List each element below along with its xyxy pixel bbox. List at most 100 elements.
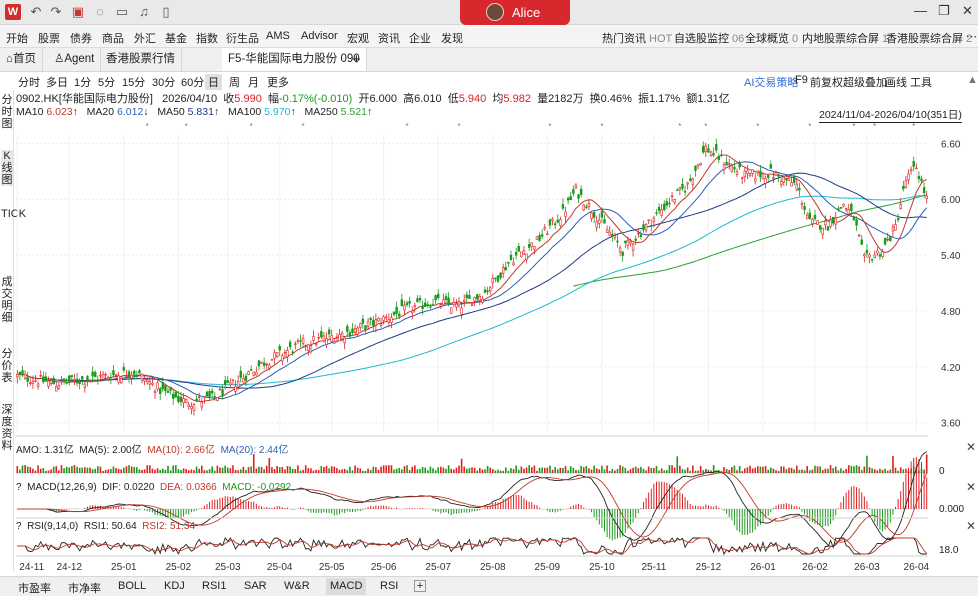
- menu-item[interactable]: 宏观: [347, 33, 369, 45]
- menu-item[interactable]: 企业: [409, 33, 431, 45]
- ind-tab-rsi1[interactable]: RSI1: [202, 580, 227, 592]
- ma20-value: 6.012: [117, 106, 144, 118]
- menu-item[interactable]: 基金: [165, 33, 187, 45]
- candle-body: [473, 297, 476, 302]
- sidebar-price-table[interactable]: 分价表: [1, 348, 13, 384]
- period-week[interactable]: 周: [229, 77, 240, 89]
- volume-bar: [304, 465, 307, 473]
- ind-tab-pe[interactable]: 市盈率: [18, 583, 51, 595]
- forward-icon[interactable]: ↷: [50, 4, 62, 19]
- menu-cn-screen[interactable]: 内地股票综合屏 1: [802, 30, 888, 46]
- candle-body: [203, 396, 206, 398]
- tab-hk-quotes[interactable]: 香港股票行情: [100, 48, 182, 71]
- ma100-line: [17, 194, 927, 386]
- period-5m[interactable]: 5分: [98, 77, 116, 89]
- candle-body: [631, 243, 635, 251]
- more-icon[interactable]: ⋯: [966, 31, 977, 43]
- volume-bar: [375, 467, 377, 473]
- amo-ma20: MA(20): 2.44亿: [220, 445, 289, 456]
- period-more[interactable]: 更多: [267, 77, 289, 89]
- bell-icon[interactable]: ♫: [139, 4, 149, 19]
- menu-item[interactable]: 股票: [38, 33, 60, 45]
- candle-body: [650, 225, 653, 227]
- volume-bar: [120, 469, 123, 473]
- candle-body: [122, 367, 126, 371]
- volume-bar: [585, 465, 588, 473]
- menu-item[interactable]: AMS: [266, 30, 290, 42]
- tab-home[interactable]: ⌂首页: [0, 48, 43, 71]
- help-icon[interactable]: ?: [16, 521, 22, 532]
- period-1m[interactable]: 1分: [74, 77, 92, 89]
- candle-body: [730, 165, 734, 172]
- sidebar-trades[interactable]: 成交明细: [1, 276, 13, 324]
- menu-global[interactable]: 全球概览 0: [745, 30, 798, 46]
- tab-agent[interactable]: ♙Agent: [48, 48, 102, 71]
- tab-bar: ⌂首页 ♙Agent 香港股票行情 F5-华能国际电力股份 090 +: [0, 48, 978, 72]
- volume-bar: [614, 470, 616, 473]
- period-60m[interactable]: 60分: [181, 77, 205, 89]
- collapse-icon[interactable]: ▲: [967, 74, 978, 86]
- kline-chart[interactable]: * * * * * * * * * * * * * * * 6.60 6.00 5.40 4.80 4.20 3.60…: [0, 120, 978, 576]
- menu-item[interactable]: 商品: [102, 33, 124, 45]
- restore-icon[interactable]: ❐: [938, 3, 950, 18]
- chat-icon[interactable]: ◌: [96, 4, 104, 19]
- sidebar-tick-chart[interactable]: 分时图: [1, 94, 13, 130]
- sidebar-depth[interactable]: 深度资料: [1, 404, 13, 452]
- ind-tab-kdj[interactable]: KDJ: [164, 580, 185, 592]
- close-icon[interactable]: ✕: [962, 3, 973, 18]
- overlay-button[interactable]: 超级叠加: [843, 77, 887, 89]
- period-day[interactable]: 日: [205, 74, 222, 90]
- close-amo-icon[interactable]: ✕: [966, 440, 977, 454]
- date-range[interactable]: 2024/11/04-2026/04/10(351日): [819, 109, 962, 123]
- menu-item[interactable]: 发现: [441, 33, 463, 45]
- ind-tab-pb[interactable]: 市净率: [68, 583, 101, 595]
- menu-hot-news[interactable]: 热门资讯 HOT: [602, 30, 672, 46]
- menu-item[interactable]: 债券: [70, 33, 92, 45]
- add-indicator-icon[interactable]: +: [414, 580, 426, 592]
- sidebar-kline[interactable]: K线图: [1, 150, 13, 186]
- fwd-adjust-button[interactable]: 前复权: [810, 77, 843, 89]
- menu-item[interactable]: 资讯: [378, 33, 400, 45]
- menu-watchlist[interactable]: 自选股监控 06: [674, 30, 744, 46]
- menu-item[interactable]: Advisor: [301, 30, 338, 42]
- ind-tab-wr[interactable]: W&R: [284, 580, 310, 592]
- close-label: 收: [223, 93, 235, 105]
- add-tab-icon[interactable]: +: [352, 51, 361, 68]
- volume-bar: [84, 467, 86, 473]
- period-month[interactable]: 月: [248, 77, 259, 89]
- help-icon[interactable]: ?: [16, 482, 22, 493]
- menu-item[interactable]: 衍生品: [226, 33, 259, 45]
- ind-tab-sar[interactable]: SAR: [244, 580, 267, 592]
- candle-body: [689, 178, 692, 181]
- volume-bar: [281, 466, 284, 473]
- period-tick[interactable]: 分时: [18, 77, 40, 89]
- period-multiday[interactable]: 多日: [46, 77, 68, 89]
- draw-line-button[interactable]: 画线: [885, 77, 907, 89]
- tools-button[interactable]: 工具: [910, 77, 932, 89]
- minimize-icon[interactable]: —: [914, 3, 927, 18]
- period-30m[interactable]: 30分: [152, 77, 176, 89]
- ind-tab-macd[interactable]: MACD: [326, 578, 367, 595]
- volume-bar: [164, 469, 167, 473]
- ind-tab-rsi[interactable]: RSI: [380, 580, 399, 592]
- close-macd-icon[interactable]: ✕: [966, 480, 977, 494]
- volume-bar: [707, 469, 710, 473]
- period-15m[interactable]: 15分: [122, 77, 146, 89]
- menu-hk-screen[interactable]: 香港股票综合屏 2: [886, 30, 972, 46]
- close-rsi-icon[interactable]: ✕: [966, 519, 977, 533]
- ind-tab-boll[interactable]: BOLL: [118, 580, 147, 592]
- f9-button[interactable]: F9: [795, 74, 808, 86]
- pdf-icon[interactable]: ▣: [71, 4, 85, 19]
- volume-bar: [863, 466, 866, 473]
- tab-f5-stock[interactable]: F5-华能国际电力股份 090: [222, 48, 367, 71]
- user-profile[interactable]: Alice: [460, 0, 570, 25]
- back-icon[interactable]: ↶: [30, 4, 42, 19]
- ai-strategy-button[interactable]: AI交易策略: [744, 77, 799, 89]
- note-icon[interactable]: ▯: [162, 4, 170, 19]
- menu-item[interactable]: 指数: [196, 33, 218, 45]
- candle-body: [613, 235, 617, 239]
- volume-bar: [260, 467, 263, 473]
- menu-item[interactable]: 开始: [6, 33, 28, 45]
- menu-item[interactable]: 外汇: [134, 33, 156, 45]
- monitor-icon[interactable]: ▭: [115, 4, 129, 19]
